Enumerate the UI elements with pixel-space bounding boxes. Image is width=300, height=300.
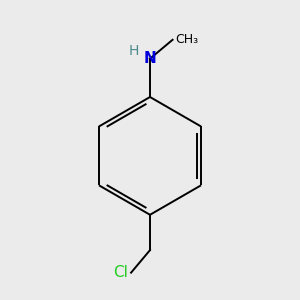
Text: CH₃: CH₃ (176, 33, 199, 46)
Text: Cl: Cl (113, 265, 128, 280)
Text: N: N (144, 51, 156, 66)
Text: H: H (129, 44, 139, 58)
